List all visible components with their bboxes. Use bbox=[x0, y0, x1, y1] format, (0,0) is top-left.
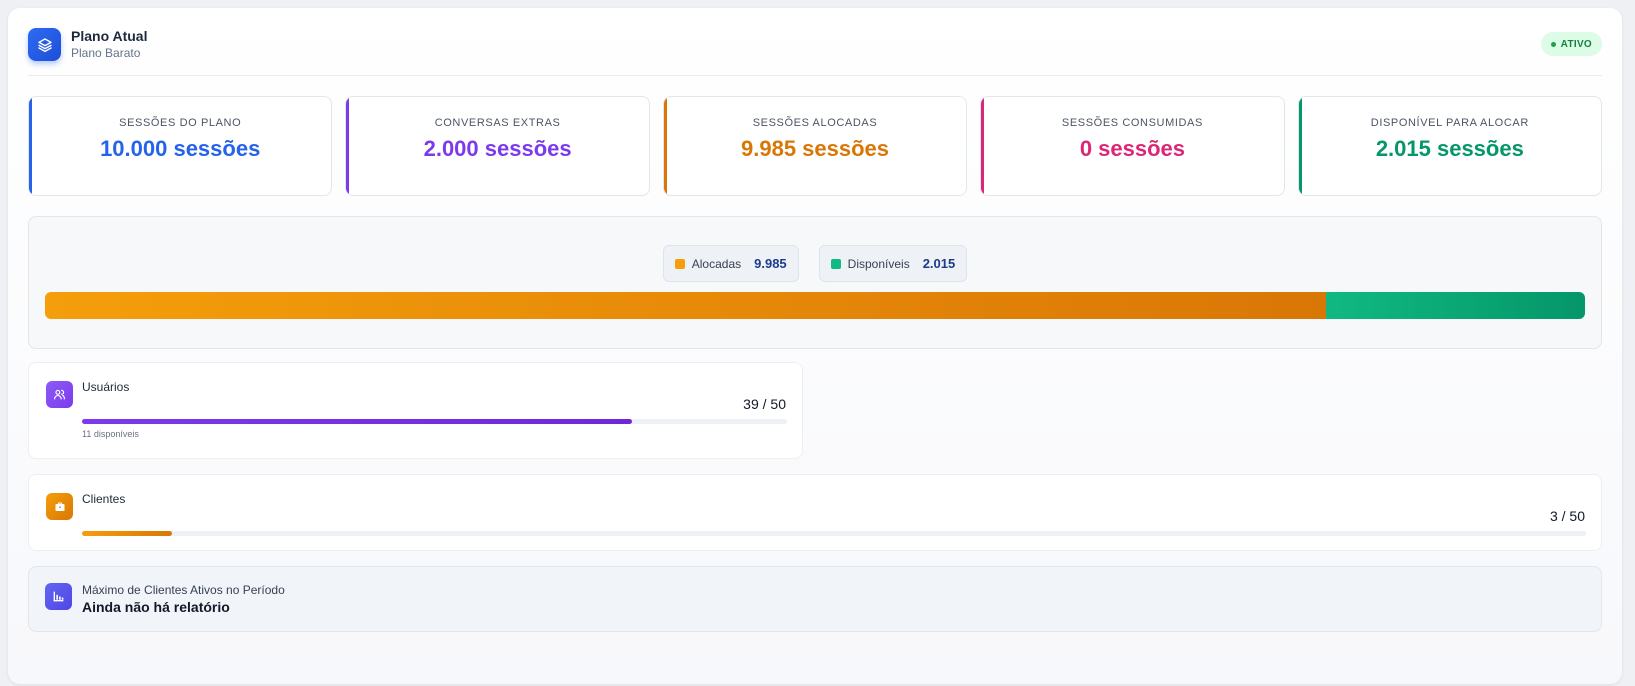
stat-accent bbox=[29, 97, 32, 195]
stat-card-consumed-sessions: SESSÕES CONSUMIDAS 0 sessões bbox=[980, 96, 1285, 196]
stat-label: SESSÕES CONSUMIDAS bbox=[1061, 117, 1203, 129]
status-badge: ATIVO bbox=[1540, 32, 1602, 56]
plan-name: Plano Barato bbox=[71, 46, 141, 60]
legend-available-value: 2.015 bbox=[922, 256, 956, 271]
allocated-segment bbox=[45, 292, 1327, 319]
stat-card-allocated-sessions: SESSÕES ALOCADAS 9.985 sessões bbox=[662, 96, 968, 196]
stat-label: SESSÕES ALOCADAS bbox=[752, 117, 878, 129]
max-active-clients-report: Máximo de Clientes Ativos no Período Ain… bbox=[28, 566, 1602, 632]
clients-meter: Clientes 3 / 50 bbox=[28, 474, 1602, 551]
allocated-swatch bbox=[674, 258, 685, 269]
users-count: 39 / 50 bbox=[743, 396, 786, 412]
users-meter: Usuários 39 / 50 11 disponíveis bbox=[28, 362, 803, 459]
stat-label: SESSÕES DO PLANO bbox=[119, 117, 242, 129]
stat-card-extra-conversations: CONVERSAS EXTRAS 2.000 sessões bbox=[345, 96, 650, 196]
stats-row: SESSÕES DO PLANO 10.000 sessões CONVERSA… bbox=[28, 96, 1603, 196]
stat-value: 2.015 sessões bbox=[1375, 136, 1524, 161]
stat-card-available-to-allocate: DISPONÍVEL PARA ALOCAR 2.015 sessões bbox=[1297, 96, 1603, 196]
status-dot-icon bbox=[1550, 41, 1556, 47]
briefcase-icon bbox=[46, 493, 73, 520]
stat-label: CONVERSAS EXTRAS bbox=[434, 117, 561, 129]
stat-accent bbox=[663, 97, 667, 195]
plan-title: Plano Atual bbox=[71, 28, 148, 44]
stat-value: 2.000 sessões bbox=[423, 136, 572, 161]
stat-value: 10.000 sessões bbox=[100, 136, 261, 161]
clients-count: 3 / 50 bbox=[1549, 508, 1585, 524]
stat-value: 0 sessões bbox=[1079, 136, 1186, 161]
legend-available: Disponíveis 2.015 bbox=[818, 245, 968, 282]
clients-progress-track bbox=[82, 531, 1586, 536]
users-icon bbox=[46, 381, 73, 408]
stat-accent bbox=[981, 97, 985, 195]
distribution-bar bbox=[45, 292, 1585, 319]
users-available-note: 11 disponíveis bbox=[82, 429, 139, 439]
report-label: Máximo de Clientes Ativos no Período bbox=[82, 583, 285, 597]
users-title: Usuários bbox=[82, 380, 130, 394]
stat-accent bbox=[1298, 97, 1302, 195]
bar-chart-icon bbox=[45, 583, 72, 610]
status-text: ATIVO bbox=[1560, 38, 1592, 50]
legend-available-label: Disponíveis bbox=[847, 256, 910, 271]
users-progress-track bbox=[82, 419, 787, 424]
users-progress-fill bbox=[82, 419, 632, 424]
stat-value: 9.985 sessões bbox=[741, 136, 890, 161]
legend-allocated-label: Alocadas bbox=[691, 256, 742, 271]
clients-title: Clientes bbox=[82, 492, 126, 506]
clients-progress-fill bbox=[82, 531, 173, 536]
available-segment bbox=[1326, 292, 1585, 319]
stat-card-plan-sessions: SESSÕES DO PLANO 10.000 sessões bbox=[28, 96, 333, 196]
session-distribution-panel: Alocadas 9.985 Disponíveis 2.015 bbox=[28, 216, 1602, 349]
stat-label: DISPONÍVEL PARA ALOCAR bbox=[1370, 117, 1529, 129]
report-value: Ainda não há relatório bbox=[82, 599, 230, 615]
header-divider bbox=[28, 75, 1602, 76]
available-swatch bbox=[830, 258, 841, 269]
stat-accent bbox=[346, 97, 350, 195]
legend-allocated-value: 9.985 bbox=[754, 256, 787, 271]
plan-header: Plano Atual Plano Barato ATIVO bbox=[28, 28, 1602, 76]
layers-icon bbox=[28, 28, 61, 61]
legend-allocated: Alocadas 9.985 bbox=[662, 245, 799, 282]
distribution-legend: Alocadas 9.985 Disponíveis 2.015 bbox=[29, 245, 1601, 282]
